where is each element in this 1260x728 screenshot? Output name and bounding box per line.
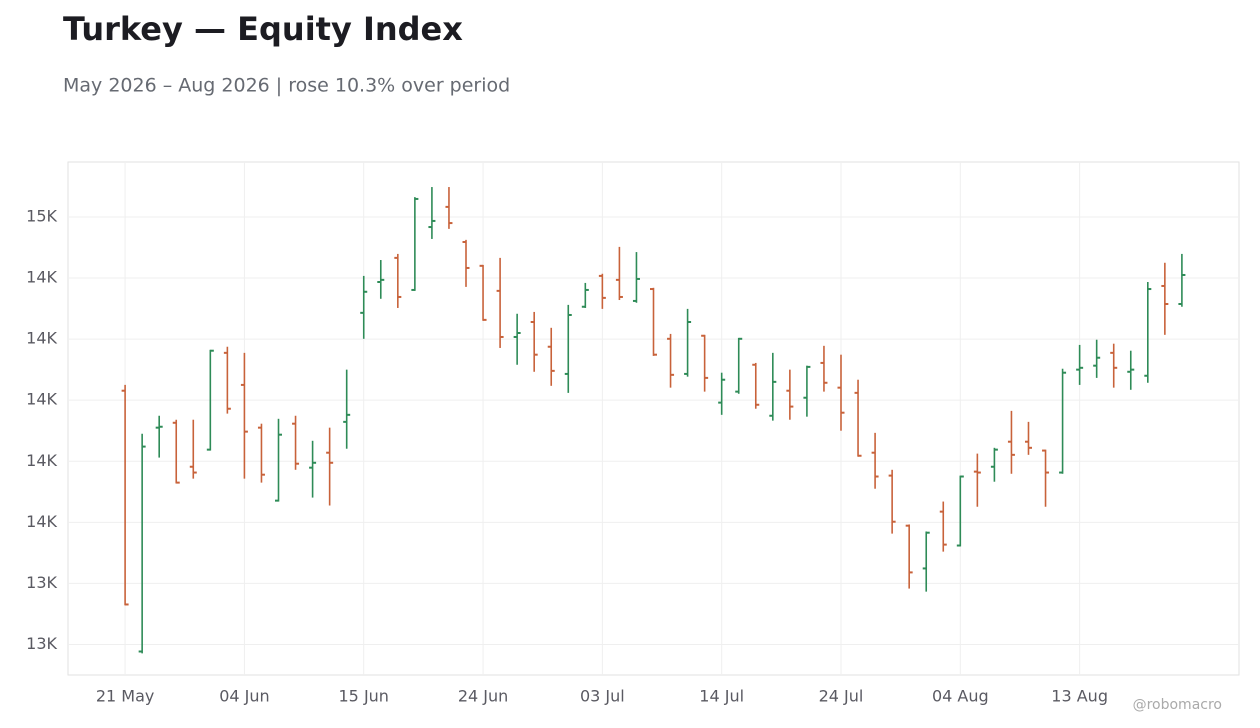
x-tick-label: 04 Aug bbox=[932, 687, 989, 706]
y-tick-label: 13K bbox=[26, 573, 57, 592]
watermark: @robomacro bbox=[1133, 697, 1222, 713]
x-tick-label: 14 Jul bbox=[699, 687, 744, 706]
x-tick-label: 15 Jun bbox=[339, 687, 389, 706]
x-tick-label: 04 Jun bbox=[219, 687, 269, 706]
x-tick-label: 13 Aug bbox=[1051, 687, 1108, 706]
chart-title: Turkey — Equity Index bbox=[63, 10, 463, 48]
y-tick-label: 14K bbox=[26, 329, 57, 348]
x-tick-label: 24 Jul bbox=[819, 687, 864, 706]
x-tick-label: 21 May bbox=[96, 687, 155, 706]
y-tick-label: 15K bbox=[26, 206, 57, 225]
y-tick-label: 14K bbox=[26, 268, 57, 287]
x-tick-label: 24 Jun bbox=[458, 687, 508, 706]
y-tick-label: 13K bbox=[26, 634, 57, 653]
x-tick-label: 03 Jul bbox=[580, 687, 625, 706]
y-tick-label: 14K bbox=[26, 390, 57, 409]
y-tick-label: 14K bbox=[26, 451, 57, 470]
y-tick-label: 14K bbox=[26, 512, 57, 531]
chart-subtitle: May 2026 – Aug 2026 | rose 10.3% over pe… bbox=[63, 75, 510, 97]
plot-frame bbox=[67, 161, 1240, 676]
